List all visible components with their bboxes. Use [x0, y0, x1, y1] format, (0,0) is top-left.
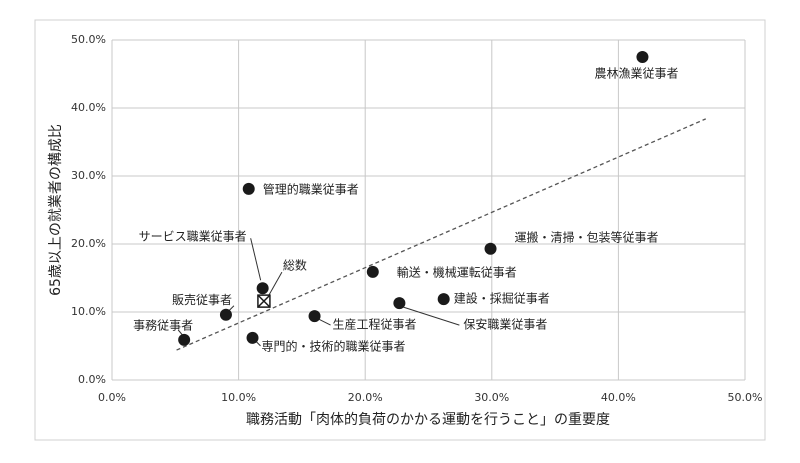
point-label: 建設・採掘従事者 [454, 291, 550, 306]
y-tick-label: 40.0% [71, 101, 106, 114]
point [178, 333, 191, 346]
point-label: 事務従事者 [133, 318, 193, 332]
y-tick-label: 0.0% [78, 373, 106, 386]
chart-frame [34, 19, 766, 441]
trendline [176, 118, 707, 351]
point [256, 282, 269, 295]
x-axis-title: 職務活動「肉体的負荷のかかる運動を行うこと」の重要度 [246, 412, 610, 428]
point [246, 331, 259, 344]
x-tick-label: 10.0% [221, 391, 256, 404]
point [393, 297, 406, 310]
point-label: 総数 [283, 258, 307, 273]
leader-line [403, 306, 460, 326]
x-tick-label: 30.0% [474, 391, 509, 404]
point [219, 308, 232, 321]
point [636, 51, 649, 63]
point-part [257, 294, 271, 308]
x-tick-label: 20.0% [348, 391, 383, 404]
y-tick-label: 50.0% [71, 33, 106, 46]
leader-line [250, 238, 262, 281]
point [437, 293, 450, 306]
point-label: 専門的・技術的職業従事者 [262, 338, 406, 353]
point-label: 生産工程従事者 [333, 317, 417, 332]
point [242, 182, 255, 195]
point [308, 310, 321, 323]
x-tick-label: 0.0% [98, 391, 126, 404]
point-label: 保安職業従事者 [463, 317, 547, 332]
leader-line [268, 271, 283, 296]
leader-line [318, 318, 331, 326]
point [257, 294, 271, 308]
x-tick-label: 50.0% [728, 391, 763, 404]
point-label: 輸送・機械運転従事者 [397, 264, 517, 279]
point [366, 265, 379, 278]
point-label: 管理的職業従事者 [263, 181, 359, 196]
point-label: 農林漁業従事者 [594, 67, 678, 81]
y-tick-label: 10.0% [71, 305, 106, 318]
point [484, 242, 497, 255]
point-label: サービス職業従事者 [139, 230, 247, 244]
point-label: 運搬・清掃・包装等従事者 [515, 229, 659, 244]
y-tick-label: 30.0% [71, 169, 106, 182]
y-tick-label: 20.0% [71, 237, 106, 250]
y-axis-title: 65歳以上の就業者の構成比 [48, 124, 64, 296]
x-tick-label: 40.0% [601, 391, 636, 404]
point-label: 販売従事者 [172, 292, 232, 307]
